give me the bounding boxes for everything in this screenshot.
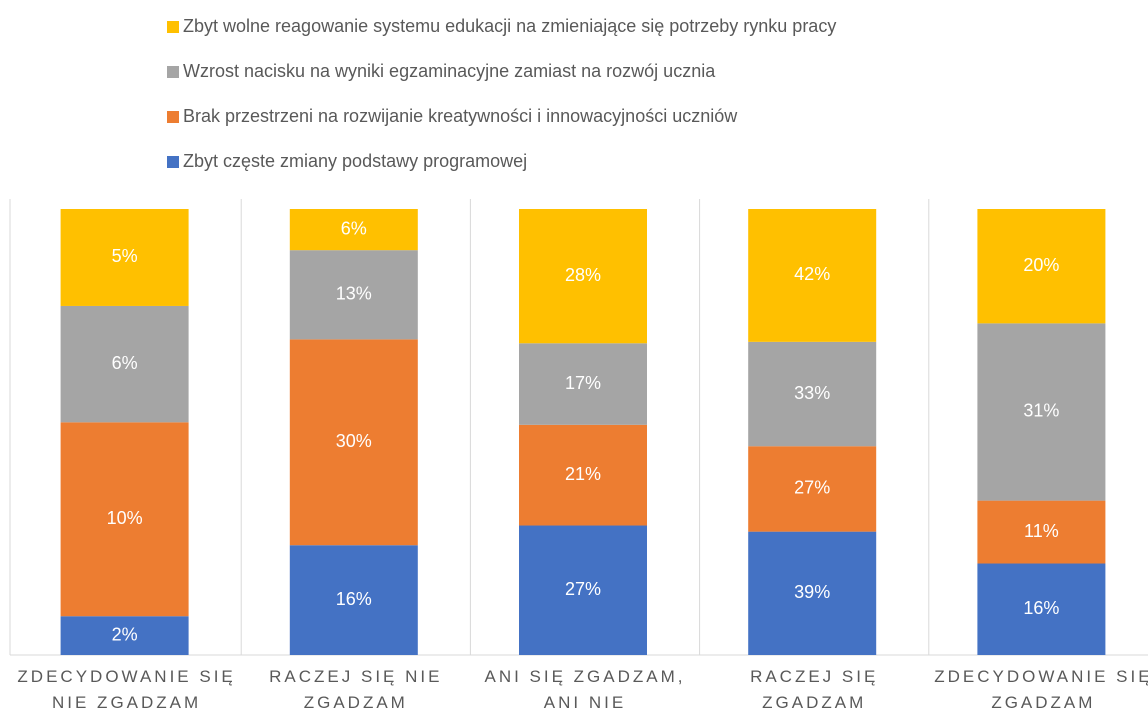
bar-segment [519, 424, 647, 526]
data-label: 11% [1024, 521, 1059, 541]
bar-segment [977, 563, 1106, 655]
data-label: 28% [565, 265, 601, 285]
legend-label: Zbyt częste zmiany podstawy programowej [183, 151, 527, 171]
bar-segment [289, 545, 418, 655]
bar-segment [60, 305, 189, 423]
bar-segment [60, 209, 189, 306]
x-tick-label: ZDECYDOWANIE SIĘ ZGADZAM [934, 667, 1148, 712]
legend-swatch [167, 111, 179, 123]
x-tick-label: ZDECYDOWANIE SIĘ NIE ZGADZAM [17, 667, 236, 712]
bar-segment [60, 616, 189, 655]
bar-segment [289, 339, 418, 546]
data-label: 17% [565, 373, 601, 393]
data-label: 33% [794, 383, 830, 403]
data-label: 39% [794, 582, 830, 602]
data-label: 2% [112, 624, 138, 644]
legend-label: Zbyt wolne reagowanie systemu edukacji n… [183, 16, 836, 36]
x-tick-label: ANI SIĘ ZGADZAM, ANI NIE [484, 667, 686, 712]
bar-segment [748, 446, 877, 532]
data-label: 30% [336, 431, 372, 451]
bar-segment [748, 341, 877, 447]
data-label: 16% [336, 589, 372, 609]
bar-segment [519, 209, 647, 344]
data-label: 16% [1023, 598, 1059, 618]
bar-segment [60, 422, 189, 617]
bar-segment [748, 531, 877, 655]
legend-swatch [167, 66, 179, 78]
x-tick-label: RACZEJ SIĘ NIE ZGADZAM [269, 667, 443, 712]
data-label: 6% [341, 218, 367, 238]
x-tick-label: RACZEJ SIĘ ZGADZAM [750, 667, 879, 712]
data-label: 10% [107, 508, 143, 528]
bar-segment [977, 209, 1106, 324]
data-label: 5% [112, 246, 138, 266]
bar-segment [977, 500, 1106, 564]
data-label: 27% [565, 579, 601, 599]
data-label: 31% [1023, 401, 1059, 421]
bar-segment [289, 250, 418, 340]
legend-swatch [167, 21, 179, 33]
legend-swatch [167, 156, 179, 168]
bar-segment [977, 323, 1106, 501]
bar-segment [519, 525, 647, 655]
data-label: 42% [794, 264, 830, 284]
data-label: 20% [1023, 255, 1059, 275]
data-label: 6% [112, 353, 138, 373]
bar-segment [289, 209, 418, 251]
bar-segment [519, 343, 647, 425]
data-label: 21% [565, 464, 601, 484]
legend-label: Brak przestrzeni na rozwijanie kreatywno… [183, 106, 738, 126]
legend-label: Wzrost nacisku na wyniki egzaminacyjne z… [183, 61, 716, 81]
data-label: 27% [794, 478, 830, 498]
data-label: 13% [336, 284, 372, 304]
bar-segment [748, 209, 877, 342]
